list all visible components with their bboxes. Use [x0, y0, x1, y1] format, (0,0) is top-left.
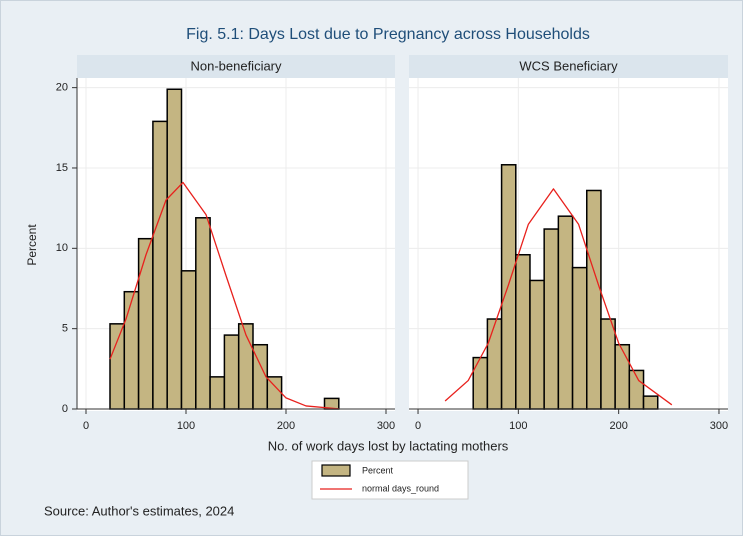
x-tick-label: 100 — [509, 420, 527, 432]
chart-title: Fig. 5.1: Days Lost due to Pregnancy acr… — [186, 26, 590, 43]
y-tick-label: 0 — [62, 403, 68, 415]
bar — [109, 323, 126, 410]
legend-swatch — [321, 464, 351, 477]
x-tick-label: 100 — [177, 420, 195, 432]
x-axis-title: No. of work days lost by lactating mothe… — [268, 438, 509, 453]
x-tick-label: 0 — [83, 420, 89, 432]
panel-header — [77, 55, 395, 78]
x-tick-label: 0 — [415, 420, 421, 432]
bar — [472, 356, 489, 410]
panel-title: Non-beneficiary — [190, 58, 282, 73]
panel-title: WCS Beneficiary — [519, 58, 618, 73]
x-tick-label: 200 — [609, 420, 627, 432]
bar — [266, 376, 283, 410]
normal-curve — [444, 188, 673, 406]
y-tick-label: 20 — [56, 82, 68, 94]
x-tick-label: 300 — [377, 420, 395, 432]
y-axis-title: Percent — [25, 224, 39, 266]
bar — [137, 237, 154, 410]
bar — [486, 318, 503, 410]
panel-header — [409, 55, 728, 78]
bar — [557, 215, 574, 410]
bar — [223, 334, 240, 410]
source-note: Source: Author's estimates, 2024 — [44, 503, 234, 518]
bar — [614, 343, 631, 410]
bar — [529, 279, 545, 410]
bar — [600, 318, 616, 410]
x-tick-label: 200 — [277, 420, 295, 432]
bar — [180, 270, 197, 410]
legend-label: normal days_round — [362, 483, 439, 493]
bar — [152, 120, 168, 410]
x-tick-label: 300 — [710, 420, 728, 432]
bar — [500, 164, 517, 410]
bar — [543, 228, 560, 410]
bar — [195, 217, 211, 410]
y-tick-label: 10 — [56, 242, 68, 254]
y-tick-label: 15 — [56, 162, 68, 174]
bar — [209, 376, 226, 410]
normal-curve — [109, 181, 340, 410]
legend-label: Percent — [362, 465, 394, 475]
bar — [571, 266, 588, 410]
bar — [515, 253, 531, 410]
y-tick-label: 5 — [62, 323, 68, 335]
bar — [586, 189, 602, 410]
bar — [237, 323, 254, 410]
bar — [642, 395, 659, 410]
bar — [166, 88, 183, 410]
bar — [123, 290, 140, 410]
